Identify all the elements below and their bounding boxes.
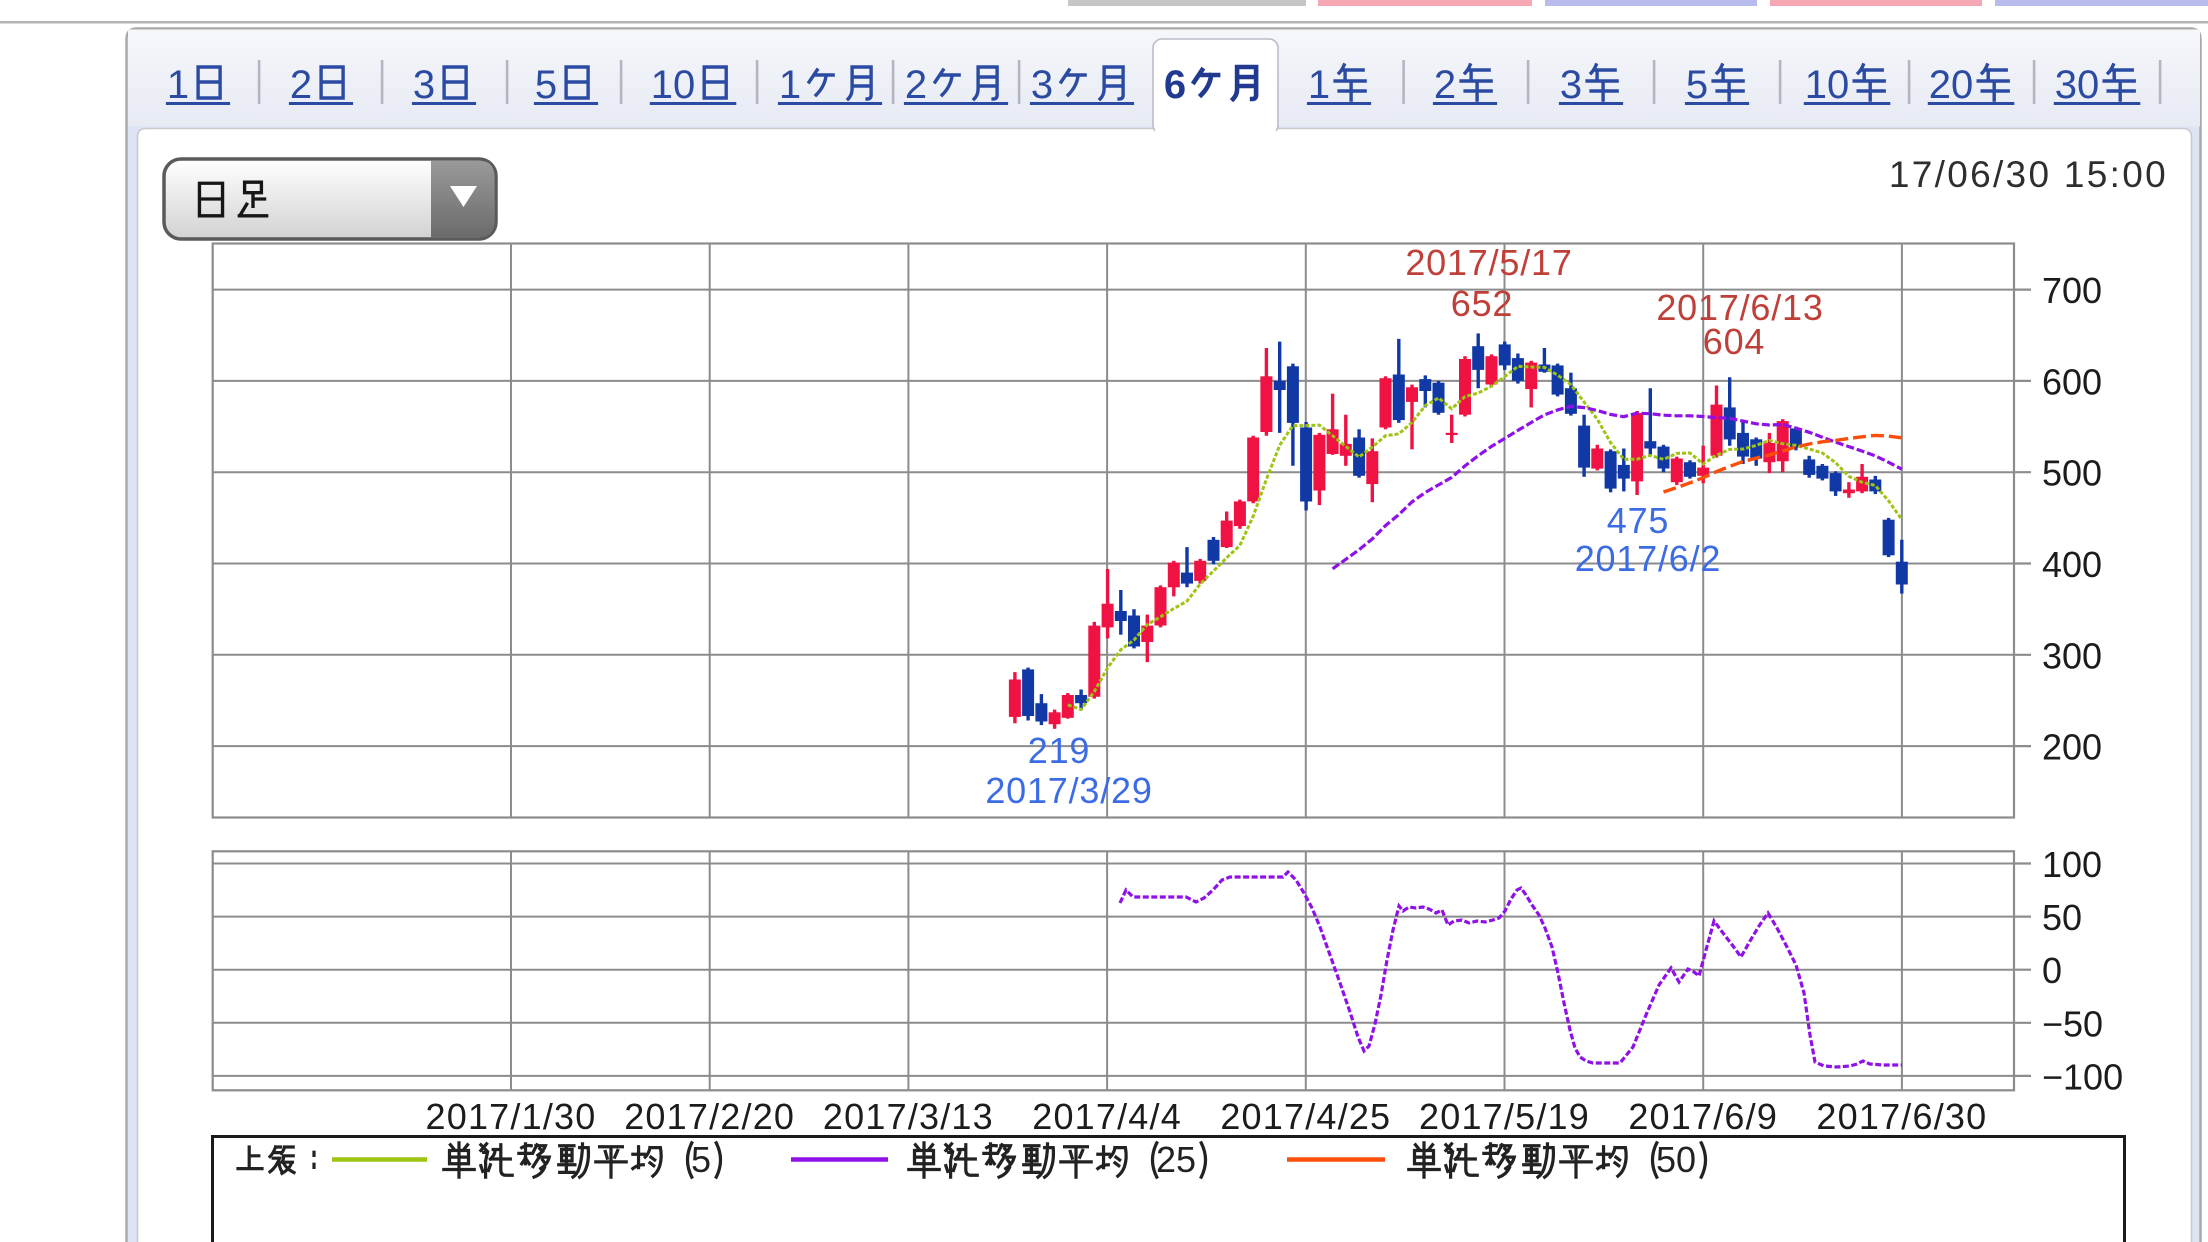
svg-text:30: 30 [2055,63,2100,107]
svg-text:200: 200 [2042,727,2102,768]
svg-text:700: 700 [2042,270,2102,311]
svg-text:2017/5/17: 2017/5/17 [1405,242,1572,283]
svg-text:−50: −50 [2042,1003,2103,1044]
svg-text:5: 5 [691,1139,711,1180]
svg-text:−100: −100 [2042,1056,2123,1097]
svg-text:2017/5/19: 2017/5/19 [1419,1096,1590,1137]
svg-text:2017/6/30: 2017/6/30 [1816,1096,1987,1137]
svg-text:1: 1 [1308,63,1330,107]
svg-text:2017/6/9: 2017/6/9 [1628,1096,1778,1137]
svg-text:2: 2 [1434,63,1456,107]
svg-text:100: 100 [2042,844,2102,885]
svg-text:2017/3/29: 2017/3/29 [985,770,1152,811]
svg-text:2017/6/2: 2017/6/2 [1575,538,1722,579]
svg-text:6: 6 [1164,63,1186,107]
svg-text:2: 2 [905,63,927,107]
svg-text:5: 5 [535,63,557,107]
svg-text:50: 50 [1656,1139,1696,1180]
svg-text:17/06/30 15:00: 17/06/30 15:00 [1889,154,2168,195]
svg-text:10: 10 [651,63,696,107]
svg-text:3: 3 [413,63,435,107]
svg-text:2017/2/20: 2017/2/20 [624,1096,795,1137]
svg-text:50: 50 [2042,897,2082,938]
svg-text:2017/6/13: 2017/6/13 [1656,287,1823,328]
svg-text:10: 10 [1805,63,1850,107]
svg-text:400: 400 [2042,544,2102,585]
svg-text:3: 3 [1560,63,1582,107]
svg-text:300: 300 [2042,635,2102,676]
svg-text:652: 652 [1451,283,1513,324]
svg-text:2: 2 [290,63,312,107]
svg-text:1: 1 [779,63,801,107]
svg-text:2017/4/4: 2017/4/4 [1032,1096,1182,1137]
svg-text:1: 1 [167,63,189,107]
svg-text:219: 219 [1028,730,1090,771]
svg-text:2017/1/30: 2017/1/30 [426,1096,597,1137]
svg-text:3: 3 [1031,63,1053,107]
svg-text:475: 475 [1607,500,1669,541]
svg-text:5: 5 [1686,63,1708,107]
svg-text:25: 25 [1156,1139,1196,1180]
svg-text:500: 500 [2042,453,2102,494]
svg-text:0: 0 [2042,950,2062,991]
svg-text:20: 20 [1929,63,1974,107]
svg-text:2017/3/13: 2017/3/13 [823,1096,994,1137]
svg-text:604: 604 [1703,321,1765,362]
svg-text:600: 600 [2042,361,2102,402]
svg-text:2017/4/25: 2017/4/25 [1220,1096,1391,1137]
